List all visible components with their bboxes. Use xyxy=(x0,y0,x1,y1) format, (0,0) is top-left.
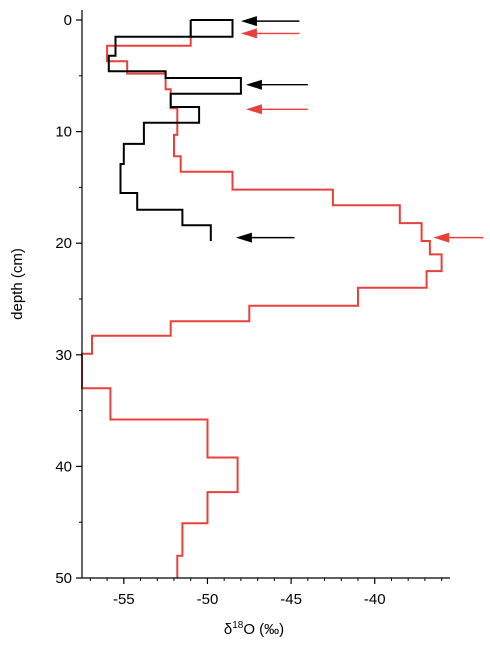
series-layer xyxy=(81,19,443,578)
y-tick-label: 40 xyxy=(55,458,72,475)
arrow-layer xyxy=(235,16,484,243)
axes-layer: 0 10 20 30 40 50 -55 -50 -45 -40 xyxy=(55,10,450,608)
x-tick-label: -50 xyxy=(197,591,219,608)
x-axis-label-rest: O (‰) xyxy=(243,621,284,638)
y-axis-label: depth (cm) xyxy=(9,248,26,320)
x-tick-label: -40 xyxy=(364,591,386,608)
x-axis-label-delta: δ xyxy=(224,621,232,638)
x-tick-label: -55 xyxy=(113,591,135,608)
y-tick-label: 10 xyxy=(55,124,72,141)
x-tick-label: -45 xyxy=(280,591,302,608)
arrow-marker xyxy=(240,16,300,27)
series-line-black xyxy=(107,19,242,241)
x-axis-label: δ18O (‰) xyxy=(224,620,284,638)
y-tick-label: 20 xyxy=(55,235,72,252)
arrow-marker xyxy=(245,79,308,90)
arrow-marker xyxy=(240,28,300,39)
y-tick-label: 30 xyxy=(55,347,72,364)
x-axis-label-superscript: 18 xyxy=(232,620,244,631)
arrow-marker xyxy=(245,104,308,115)
y-tick-label: 0 xyxy=(64,12,72,29)
arrow-marker xyxy=(235,232,295,243)
y-tick-label: 50 xyxy=(55,570,72,587)
arrow-marker xyxy=(433,232,484,243)
